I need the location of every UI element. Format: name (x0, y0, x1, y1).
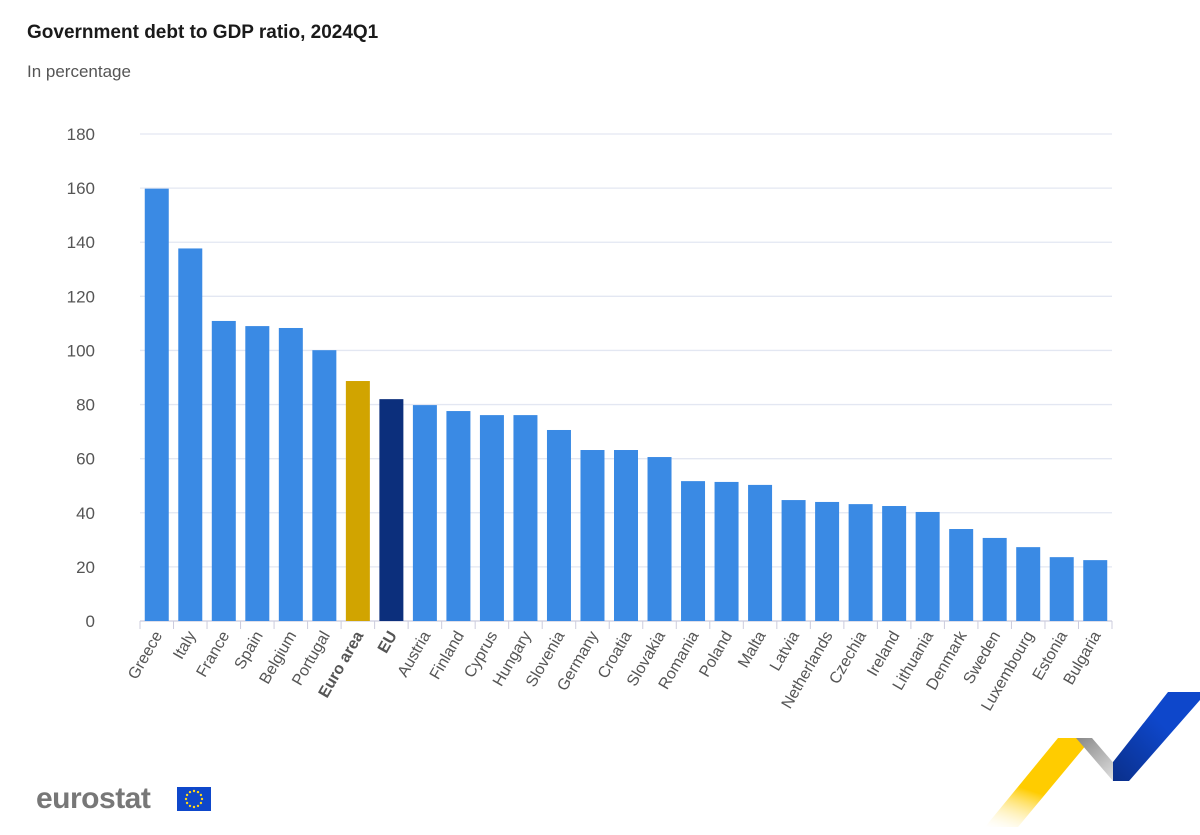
bar-slovenia[interactable] (546, 429, 571, 621)
flag-star (200, 797, 204, 801)
x-tick-label: France (194, 628, 234, 680)
flag-star (184, 797, 188, 801)
x-tick-label: EU (375, 629, 401, 657)
bar-ireland[interactable] (882, 506, 907, 621)
bar-cyprus[interactable] (479, 415, 504, 621)
x-tick-label: Italy (170, 629, 199, 663)
flag-star (196, 790, 200, 794)
decorative-ribbon (985, 692, 1200, 827)
bar-portugal[interactable] (312, 350, 337, 621)
bar-slovakia[interactable] (647, 457, 672, 621)
x-tick-label: Malta (735, 628, 769, 670)
flag-star (199, 801, 203, 805)
flag-star (188, 804, 192, 808)
bar-belgium[interactable] (278, 327, 303, 621)
bar-malta[interactable] (748, 484, 773, 621)
bar-hungary[interactable] (513, 415, 538, 621)
bar-italy[interactable] (178, 248, 203, 621)
ribbon-yellow (985, 738, 1092, 827)
flag-star (188, 790, 192, 794)
y-tick-label: 160 (67, 179, 95, 198)
bar-sweden[interactable] (982, 537, 1007, 621)
bar-latvia[interactable] (781, 500, 806, 621)
y-tick-label: 120 (67, 287, 95, 306)
flag-star (199, 793, 203, 797)
bar-lithuania[interactable] (915, 511, 940, 621)
bar-bulgaria[interactable] (1083, 560, 1108, 621)
bar-france[interactable] (211, 320, 236, 621)
flag-star (192, 805, 196, 809)
flag-star (185, 793, 189, 797)
bar-euro-area[interactable] (345, 381, 370, 621)
x-tick-label: Poland (696, 629, 736, 681)
y-tick-label: 40 (76, 504, 95, 523)
x-tick-label: Spain (232, 629, 267, 673)
bar-romania[interactable] (681, 481, 706, 621)
bar-croatia[interactable] (614, 450, 638, 621)
ribbon-blue (1113, 692, 1200, 781)
y-tick-label: 180 (67, 125, 95, 144)
bar-greece[interactable] (144, 188, 169, 621)
flag-star (185, 801, 189, 805)
y-tick-label: 140 (67, 233, 95, 252)
y-tick-label: 60 (76, 450, 95, 469)
bar-eu[interactable] (379, 399, 404, 621)
bar-denmark[interactable] (949, 529, 974, 621)
flag-star (192, 789, 196, 793)
bar-netherlands[interactable] (815, 501, 840, 621)
eu-flag-icon (177, 787, 211, 811)
chart-title: Government debt to GDP ratio, 2024Q1 (27, 22, 379, 43)
chart-subtitle: In percentage (27, 62, 131, 81)
eurostat-logo: eurostat (36, 782, 151, 815)
x-tick-label: Latvia (767, 628, 803, 674)
y-tick-label: 20 (76, 558, 95, 577)
bar-finland[interactable] (446, 411, 471, 621)
x-tick-label: Greece (125, 628, 166, 682)
bar-poland[interactable] (714, 481, 739, 621)
bar-luxembourg[interactable] (1016, 547, 1041, 621)
y-tick-label: 0 (86, 612, 95, 631)
bar-czechia[interactable] (848, 504, 873, 621)
bar-estonia[interactable] (1049, 557, 1074, 621)
bar-austria[interactable] (412, 405, 437, 621)
flag-star (196, 804, 200, 808)
bar-germany[interactable] (580, 450, 605, 621)
bar-spain[interactable] (245, 326, 270, 621)
y-tick-label: 100 (67, 341, 95, 360)
y-tick-label: 80 (76, 396, 95, 415)
